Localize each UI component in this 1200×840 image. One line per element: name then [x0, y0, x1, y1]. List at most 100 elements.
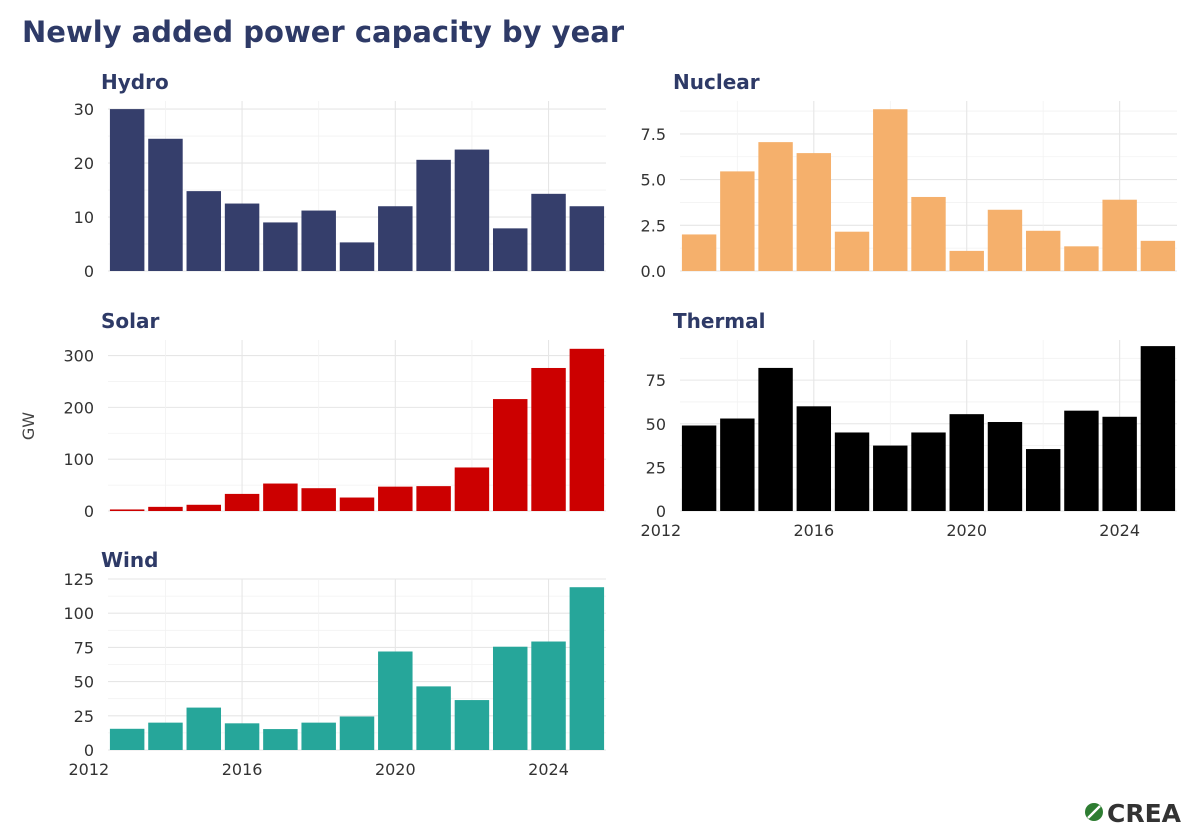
thermal-x-tick-label: 2012: [641, 521, 682, 540]
nuclear-bar-2017: [834, 231, 870, 271]
nuclear-y-tick-label: 0.0: [641, 262, 666, 281]
crea-logo-text: CREA: [1107, 799, 1182, 828]
wind-bar-2018: [301, 722, 336, 750]
thermal-panel-title: Thermal: [673, 309, 766, 333]
solar-y-tick-label: 200: [63, 398, 94, 417]
wind-bar-2016: [224, 723, 260, 750]
hydro-bar-2014: [148, 138, 183, 271]
hydro-bar-2016: [224, 203, 260, 271]
wind-y-tick-label: 25: [74, 707, 94, 726]
thermal-bar-2013: [681, 425, 717, 511]
wind-y-tick-label: 100: [63, 604, 94, 623]
wind-panel-title: Wind: [101, 548, 158, 572]
solar-y-tick-label: 0: [84, 502, 94, 521]
thermal-bar-2018: [873, 445, 908, 511]
solar-bar-2025: [569, 348, 605, 511]
hydro-y-tick-label: 10: [74, 208, 94, 227]
wind-y-tick-label: 75: [74, 638, 94, 657]
solar-bar-2018: [301, 488, 336, 511]
thermal-bar-2024: [1102, 416, 1137, 511]
wind-bar-2021: [416, 686, 451, 750]
wind-bar-2017: [263, 729, 298, 750]
thermal-bar-2017: [834, 432, 870, 511]
nuclear-y-tick-label: 7.5: [641, 125, 666, 144]
thermal-x-tick-label: 2020: [946, 521, 987, 540]
solar-bar-2023: [492, 399, 528, 511]
hydro-bar-2019: [339, 242, 375, 271]
solar-bar-2024: [531, 367, 566, 511]
wind-bar-2020: [378, 651, 413, 750]
nuclear-bar-2022: [1025, 230, 1061, 271]
solar-y-tick-label: 300: [63, 347, 94, 366]
crea-logo: CREA: [1085, 799, 1182, 828]
wind-y-tick-label: 0: [84, 741, 94, 760]
thermal-bar-2023: [1064, 410, 1099, 511]
wind-x-tick-label: 2020: [375, 760, 416, 779]
nuclear-bar-2021: [987, 209, 1023, 271]
nuclear-bar-2025: [1140, 240, 1176, 271]
thermal-bar-2021: [987, 422, 1023, 511]
crea-leaf-vein: [1087, 805, 1101, 819]
nuclear-bar-2024: [1102, 199, 1137, 271]
solar-bar-2019: [339, 497, 375, 511]
hydro-bar-2023: [492, 228, 528, 271]
nuclear-bar-2014: [720, 171, 755, 271]
solar-bar-2017: [263, 483, 298, 511]
nuclear-y-tick-label: 2.5: [641, 216, 666, 235]
nuclear-bar-2020: [949, 250, 984, 271]
wind-bar-2014: [148, 722, 183, 750]
wind-x-tick-label: 2016: [222, 760, 263, 779]
solar-bar-2016: [224, 493, 260, 511]
thermal-bar-2022: [1025, 449, 1061, 511]
solar-y-tick-label: 100: [63, 450, 94, 469]
nuclear-y-tick-label: 5.0: [641, 171, 666, 190]
wind-bar-2019: [339, 716, 375, 750]
thermal-bar-2014: [720, 418, 755, 511]
nuclear-bar-2018: [873, 109, 908, 272]
hydro-bar-2022: [454, 149, 490, 271]
thermal-x-tick-label: 2016: [793, 521, 834, 540]
wind-x-tick-label: 2012: [68, 760, 109, 779]
solar-bar-2015: [186, 504, 222, 511]
thermal-bar-2015: [758, 367, 793, 511]
hydro-y-tick-label: 30: [74, 100, 94, 119]
wind-bar-2024: [531, 641, 566, 750]
solar-panel-title: Solar: [101, 309, 159, 333]
solar-bar-2022: [454, 467, 490, 511]
wind-y-tick-label: 50: [74, 673, 94, 692]
y-axis-label: GW: [19, 412, 38, 440]
hydro-panel-title: Hydro: [101, 70, 169, 94]
nuclear-panel: Nuclear 0.0 2.5 5.0 7.5: [641, 70, 1177, 281]
wind-x-tick-label: 2024: [528, 760, 569, 779]
hydro-bar-2017: [263, 222, 298, 271]
hydro-panel: Hydro 0 10 20 30: [74, 70, 606, 281]
solar-bar-2013: [109, 509, 145, 511]
wind-y-tick-label: 125: [63, 570, 94, 589]
solar-bar-2014: [148, 506, 183, 511]
thermal-bar-2019: [911, 432, 946, 511]
thermal-panel: Thermal 0 25 50 75 2012 2016 2020 2024: [641, 309, 1177, 540]
nuclear-bar-2023: [1064, 246, 1099, 271]
solar-bar-2021: [416, 486, 451, 511]
facet-panels: Hydro 0 10 20 30 Nuclear 0.0 2.5 5.0 7.5 Solar 0 100…: [63, 70, 1177, 779]
wind-bar-2013: [109, 728, 145, 750]
hydro-bar-2015: [186, 191, 222, 271]
hydro-bar-2025: [569, 206, 605, 271]
thermal-y-tick-label: 25: [646, 458, 666, 477]
nuclear-bar-2013: [681, 234, 717, 271]
wind-bar-2025: [569, 587, 605, 750]
hydro-y-tick-label: 20: [74, 154, 94, 173]
nuclear-panel-title: Nuclear: [673, 70, 760, 94]
nuclear-bar-2015: [758, 142, 793, 271]
thermal-bar-2025: [1140, 346, 1176, 511]
thermal-y-tick-label: 50: [646, 415, 666, 434]
nuclear-bar-2019: [911, 196, 946, 271]
hydro-bar-2021: [416, 159, 451, 271]
wind-bar-2015: [186, 707, 222, 750]
chart-title: Newly added power capacity by year: [22, 15, 625, 49]
solar-panel: Solar 0 100 200 300: [63, 309, 606, 521]
thermal-y-tick-label: 75: [646, 371, 666, 390]
thermal-x-tick-label: 2024: [1099, 521, 1140, 540]
hydro-bar-2018: [301, 210, 336, 271]
